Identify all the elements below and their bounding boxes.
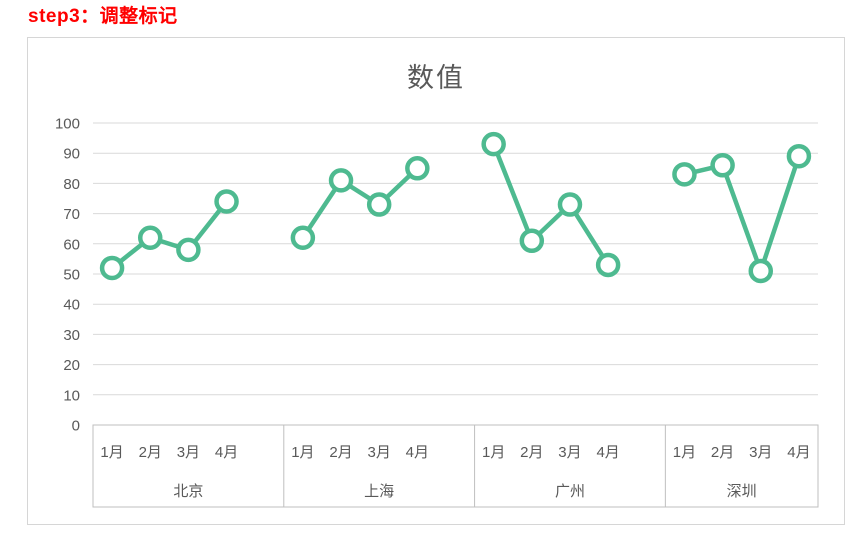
- data-point-marker[interactable]: [557, 192, 583, 217]
- data-point-marker[interactable]: [137, 225, 163, 251]
- series-上海: [290, 156, 430, 251]
- city-label: 上海: [364, 483, 394, 500]
- y-tick-label: 50: [63, 267, 80, 284]
- y-tick-label: 80: [63, 176, 80, 193]
- y-tick-label: 40: [63, 297, 80, 314]
- month-label: 4月: [787, 444, 810, 461]
- category-axis: [92, 424, 819, 508]
- month-label: 3月: [368, 444, 391, 461]
- month-label: 1月: [673, 444, 696, 461]
- chart-container[interactable]: 数值 0 10 20 30 40 50 60 70 80 90 100 1月 2月 3月 4月 北京 1月 2月 3…: [27, 37, 845, 525]
- data-point-marker[interactable]: [748, 258, 774, 284]
- data-point-marker[interactable]: [710, 153, 735, 178]
- month-label: 4月: [596, 444, 619, 461]
- city-label: 深圳: [727, 483, 757, 500]
- series-line: [491, 141, 611, 268]
- month-label: 2月: [139, 444, 162, 461]
- month-label: 1月: [482, 444, 505, 461]
- data-point-marker[interactable]: [786, 143, 812, 169]
- y-tick-label: 90: [63, 146, 80, 163]
- y-tick-label: 30: [63, 327, 80, 344]
- y-tick-label: 0: [72, 418, 80, 435]
- month-label: 3月: [177, 444, 200, 461]
- month-label: 1月: [291, 444, 314, 461]
- city-label: 广州: [555, 483, 585, 500]
- gridlines: [93, 122, 818, 396]
- month-label: 4月: [215, 444, 238, 461]
- series-深圳: [672, 143, 812, 284]
- y-tick-label: 100: [55, 116, 80, 133]
- month-label: 2月: [329, 444, 352, 461]
- y-tick-label: 70: [63, 206, 80, 223]
- data-point-marker[interactable]: [176, 237, 201, 263]
- data-point-marker[interactable]: [366, 192, 392, 217]
- data-point-marker[interactable]: [290, 225, 316, 251]
- y-tick-label: 60: [63, 236, 80, 253]
- data-point-marker[interactable]: [99, 255, 125, 281]
- series-广州: [481, 131, 621, 278]
- series-line: [682, 153, 802, 274]
- step-label: step3：调整标记: [28, 6, 178, 27]
- month-label: 2月: [520, 444, 543, 461]
- series-line: [300, 166, 420, 241]
- month-label: 4月: [406, 444, 429, 461]
- series-line: [109, 199, 229, 271]
- data-point-marker[interactable]: [328, 168, 354, 193]
- data-point-marker[interactable]: [672, 162, 697, 187]
- data-point-marker[interactable]: [595, 252, 621, 278]
- y-tick-label: 10: [63, 387, 80, 404]
- data-point-marker[interactable]: [405, 156, 430, 181]
- month-label: 1月: [100, 444, 123, 461]
- city-label: 北京: [173, 483, 203, 500]
- series-北京: [99, 189, 239, 281]
- data-point-marker[interactable]: [214, 189, 239, 214]
- y-axis-labels: 0 10 20 30 40 50 60 70 80 90 100: [55, 116, 80, 435]
- data-point-marker[interactable]: [519, 228, 545, 254]
- month-label: 3月: [558, 444, 581, 461]
- month-label: 3月: [749, 444, 772, 461]
- data-point-marker[interactable]: [481, 131, 506, 157]
- month-label: 2月: [711, 444, 734, 461]
- category-box: [92, 424, 819, 508]
- y-tick-label: 20: [63, 357, 80, 374]
